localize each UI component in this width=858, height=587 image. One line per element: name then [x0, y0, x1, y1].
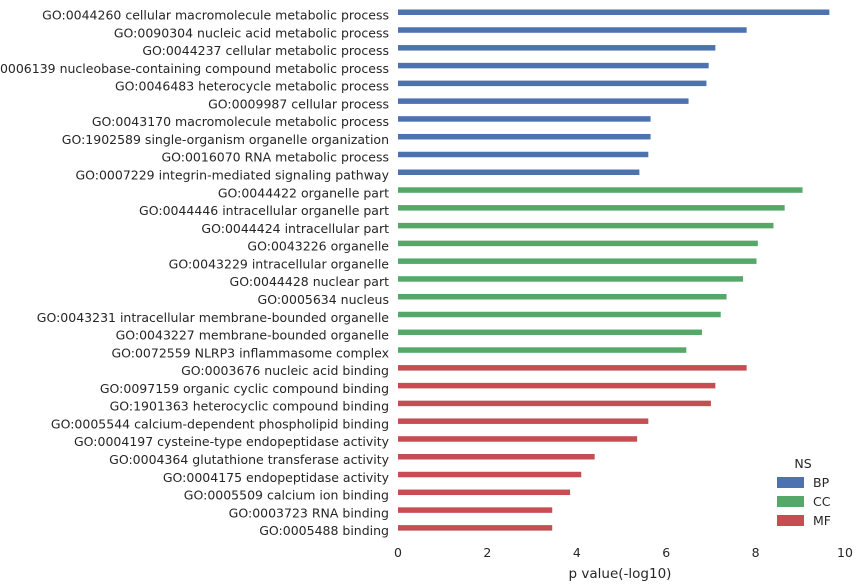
category-label: GO:0090304 nucleic acid metabolic proces… — [114, 25, 389, 40]
x-tick-label: 8 — [752, 545, 760, 560]
bar-go-0005544 — [398, 418, 649, 424]
bar-go-0004197 — [398, 436, 638, 442]
bar-go-1902589 — [398, 133, 651, 140]
bar-go-0044446 — [398, 205, 785, 211]
category-labels-group: GO:0044260 cellular macromolecule metabo… — [0, 8, 390, 539]
bar-go-0044424 — [398, 222, 774, 229]
bar-go-0009987 — [398, 98, 689, 104]
category-label: GO:0072559 NLRP3 inflammasome complex — [111, 345, 389, 360]
x-tick-labels-group: 0 2 4 6 8 10 — [394, 545, 853, 560]
category-label: GO:0004197 cysteine-type endopeptidase a… — [74, 434, 390, 449]
legend-swatch-cc — [777, 496, 804, 507]
bar-go-0005509 — [398, 489, 571, 496]
legend-label-bp: BP — [813, 475, 830, 490]
bar-go-0007229 — [398, 169, 640, 176]
bar-go-0006139 — [398, 62, 709, 69]
bar-go-0005634 — [398, 293, 727, 300]
bar-go-0044237 — [398, 45, 716, 51]
category-label: GO:0044237 cellular metabolic process — [142, 43, 389, 58]
category-label: GO:0007229 integrin-mediated signaling p… — [75, 168, 389, 183]
category-label: GO:0009987 cellular process — [208, 96, 389, 111]
category-label: GO:0044422 organelle part — [218, 185, 389, 200]
legend-swatch-mf — [777, 515, 804, 526]
x-tick-label: 6 — [662, 545, 670, 560]
legend-label-cc: CC — [813, 494, 831, 509]
x-tick-label: 4 — [573, 545, 581, 560]
legend: NS BP CC MF — [777, 456, 831, 528]
bar-go-0046483 — [398, 80, 707, 87]
category-label: GO:1901363 heterocyclic compound binding — [110, 399, 389, 414]
category-label: GO:0005634 nucleus — [258, 292, 389, 307]
bar-go-0043226 — [398, 240, 758, 247]
legend-label-mf: MF — [813, 513, 831, 528]
category-label: GO:1902589 single-organism organelle org… — [62, 132, 389, 147]
bar-go-1901363 — [398, 400, 711, 407]
category-label: GO:0043226 organelle — [247, 239, 389, 254]
category-label: GO:0044424 intracellular part — [201, 221, 389, 236]
bar-go-0044422 — [398, 187, 803, 193]
bars-group — [398, 9, 830, 531]
bar-go-0016070 — [398, 151, 649, 158]
bar-go-0044260 — [398, 9, 830, 15]
legend-title: NS — [794, 456, 811, 471]
bar-go-0004175 — [398, 471, 582, 478]
x-tick-label: 0 — [394, 545, 402, 560]
category-label: GO:0006139 nucleobase-containing compoun… — [0, 61, 389, 76]
bar-go-0044428 — [398, 276, 744, 282]
category-label: GO:0044446 intracellular organelle part — [139, 203, 389, 218]
bar-go-0005488 — [398, 525, 553, 531]
category-label: GO:0005488 binding — [259, 523, 389, 538]
category-label: GO:0043227 membrane-bounded organelle — [116, 328, 390, 343]
category-label: GO:0016070 RNA metabolic process — [161, 150, 389, 165]
category-label: GO:0005544 calcium-dependent phospholipi… — [51, 416, 389, 431]
category-label: GO:0044260 cellular macromolecule metabo… — [42, 8, 389, 23]
bar-go-0004364 — [398, 454, 595, 460]
legend-entries-group: BP CC MF — [777, 475, 831, 528]
category-label: GO:0046483 heterocycle metabolic process — [115, 79, 389, 94]
bar-go-0090304 — [398, 27, 747, 33]
category-label: GO:0043170 macromolecule metabolic proce… — [92, 114, 389, 129]
x-axis-title: p value(-log10) — [569, 566, 672, 582]
bar-go-0097159 — [398, 382, 716, 389]
category-label: GO:0005509 calcium ion binding — [184, 488, 389, 503]
x-tick-label: 10 — [837, 545, 853, 560]
bar-go-0043229 — [398, 258, 757, 264]
bar-go-0072559 — [398, 347, 687, 353]
category-label: GO:0004364 glutathione transferase activ… — [109, 452, 389, 467]
category-label: GO:0044428 nuclear part — [230, 274, 390, 289]
category-label: GO:0097159 organic cyclic compound bindi… — [100, 381, 389, 396]
category-label: GO:0003676 nucleic acid binding — [181, 363, 389, 378]
category-label: GO:0003723 RNA binding — [229, 505, 389, 520]
bar-go-0043227 — [398, 329, 702, 336]
category-label: GO:0043229 intracellular organelle — [169, 256, 390, 271]
category-label: GO:0004175 endopeptidase activity — [163, 470, 390, 485]
category-label: GO:0043231 intracellular membrane-bounde… — [37, 310, 390, 325]
legend-swatch-bp — [777, 477, 804, 488]
bar-go-0043231 — [398, 311, 721, 318]
x-tick-label: 2 — [483, 545, 491, 560]
bar-go-0043170 — [398, 116, 651, 122]
bar-go-0003676 — [398, 365, 747, 371]
bar-go-0003723 — [398, 507, 553, 513]
